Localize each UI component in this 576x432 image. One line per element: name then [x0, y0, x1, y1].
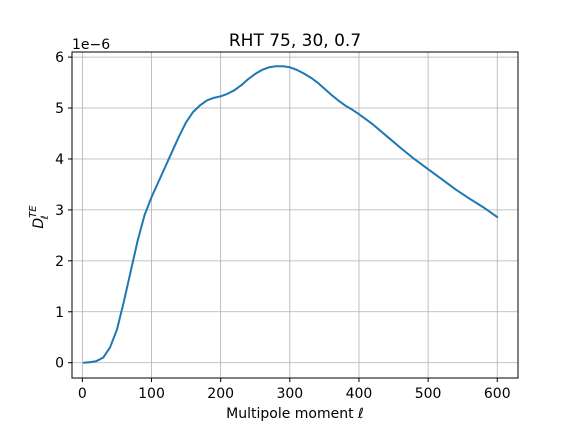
x-tick-label: 600 [484, 386, 511, 402]
y-tick-label: 2 [55, 254, 64, 270]
x-tick-label: 0 [78, 386, 87, 402]
y-label-sub: ℓ [40, 215, 51, 219]
y-tick-label: 6 [55, 50, 64, 66]
y-label-main: D [31, 218, 47, 229]
svg-text:DTEℓ: DTEℓ [28, 205, 51, 229]
y-tick-label: 0 [55, 356, 64, 372]
y-tick-label: 1 [55, 305, 64, 321]
ticks: 0 100 200 300 400 500 600 0 1 2 3 4 5 6 [55, 50, 511, 402]
x-tick-label: 300 [276, 386, 303, 402]
series-line [82, 65, 499, 364]
offset-text: 1e−6 [72, 37, 110, 53]
x-tick-label: 200 [207, 386, 234, 402]
x-tick-label: 400 [346, 386, 373, 402]
x-tick-label: 100 [138, 386, 165, 402]
y-tick-label: 3 [55, 203, 64, 219]
x-axis-label: Multipole moment ℓ [226, 406, 364, 422]
plot-background [72, 52, 518, 378]
y-tick-label: 4 [55, 152, 64, 168]
chart-title: RHT 75, 30, 0.7 [229, 31, 361, 51]
y-axis-label: DTEℓ [28, 205, 51, 229]
y-tick-label: 5 [55, 101, 64, 117]
x-tick-label: 500 [415, 386, 442, 402]
plot-frame [71, 51, 519, 379]
y-label-sup: TE [28, 205, 39, 218]
